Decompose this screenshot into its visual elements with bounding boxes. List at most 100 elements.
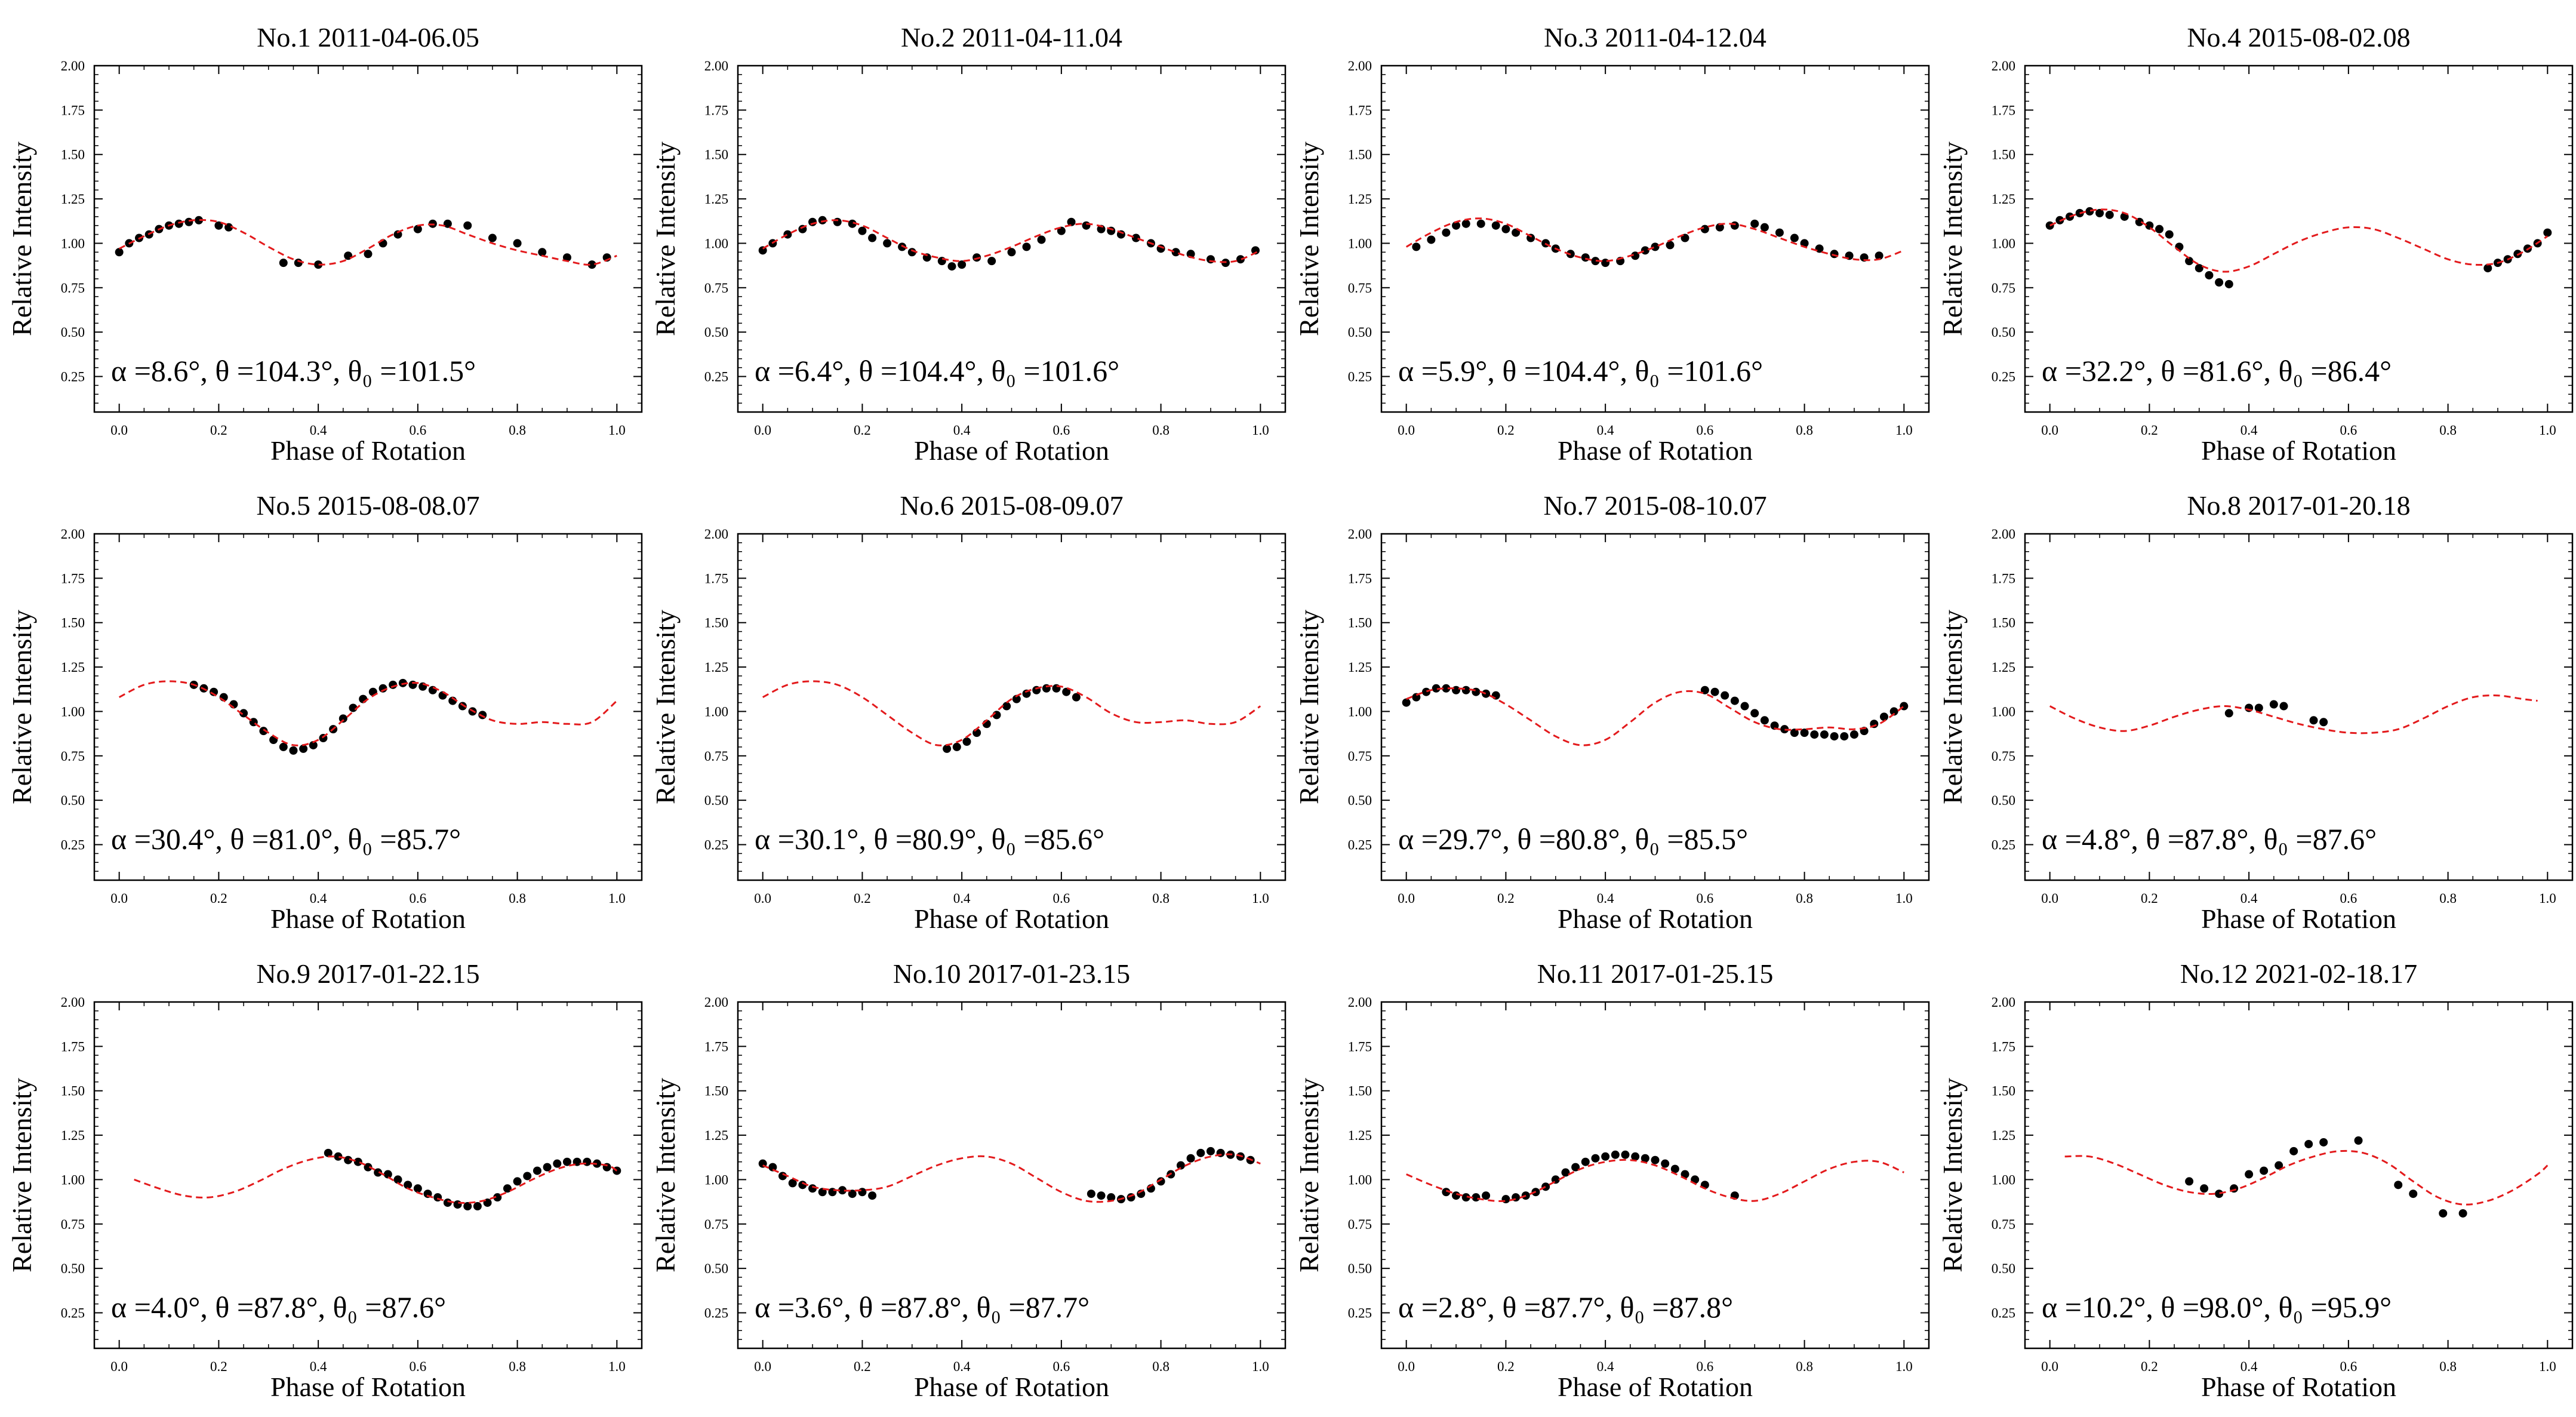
observed-point [1730,696,1739,705]
geometry-annotation: α =4.0°, θ =87.8°, θ₀ =87.6° [111,1290,446,1324]
y-tick-label: 0.50 [1348,793,1372,808]
chart-title: No.10 2017-01-23.15 [893,958,1130,989]
observed-point [2185,1177,2194,1186]
observed-point [1131,233,1140,242]
observed-point [1581,1157,1590,1166]
x-axis-label: Phase of Rotation [270,435,466,466]
x-tick-label: 1.0 [608,423,626,438]
y-tick-label: 0.75 [704,1217,728,1232]
observed-point [533,1166,541,1175]
y-tick-label: 1.50 [61,147,85,162]
observed-point [562,253,571,262]
x-tick-label: 0.4 [953,423,971,438]
observed-point [1452,1191,1461,1200]
observed-point [1760,223,1769,232]
x-tick-label: 0.6 [2340,891,2357,906]
y-tick-label: 0.25 [1348,1306,1372,1321]
observed-point [408,680,417,689]
observed-point [115,248,124,257]
chart-svg: No.8 2017-01-20.18 0.25 0.50 0.75 1.00 1.25 1.… [1937,490,2574,934]
x-axis-label: Phase of Rotation [914,903,1109,934]
x-tick-label: 0.6 [1052,1359,1070,1374]
x-tick-label: 0.2 [1497,1359,1515,1374]
observed-point [174,219,183,228]
x-tick-label: 0.2 [854,891,871,906]
chart-svg: No.7 2015-08-10.07 0.25 0.50 0.75 1.00 1.25 1.… [1294,490,1930,934]
x-tick-label: 0.0 [754,891,771,906]
observed-point [1097,225,1106,233]
y-axis-label: Relative Intensity [7,1078,37,1272]
observed-point [1740,702,1749,711]
chart-title: No.7 2015-08-10.07 [1543,490,1766,521]
y-axis-label: Relative Intensity [7,610,37,804]
chart-panel: No.2 2011-04-11.04 0.25 0.50 0.75 1.00 1.25 1.… [650,0,1299,472]
x-tick-label: 1.0 [1895,891,1913,906]
x-tick-label: 0.0 [754,423,771,438]
observed-point [1461,686,1470,694]
observed-point [314,260,323,269]
observed-point [543,1163,552,1172]
observed-point [1037,235,1046,244]
x-axis-label: Phase of Rotation [2201,435,2396,466]
x-tick-label: 1.0 [2539,423,2556,438]
y-tick-label: 0.50 [1348,1261,1372,1276]
y-tick-label: 1.75 [1992,571,2015,586]
x-tick-label: 0.2 [210,1359,227,1374]
observed-point [2439,1209,2448,1218]
chart-svg: No.3 2011-04-12.04 0.25 0.50 0.75 1.00 1.25 1.… [1294,22,1930,466]
observed-point [1790,729,1799,737]
x-tick-label: 0.8 [1152,423,1169,438]
y-axis-label: Relative Intensity [1294,1078,1324,1272]
observed-point [2200,1184,2209,1193]
observed-point [962,737,971,746]
x-tick-label: 0.4 [310,1359,327,1374]
y-tick-label: 0.25 [61,370,85,385]
observed-point [1561,1168,1570,1177]
observed-point [1770,721,1779,730]
y-tick-label: 0.25 [704,370,728,385]
chart-panel: No.7 2015-08-10.07 0.25 0.50 0.75 1.00 1.25 1.… [1294,468,1943,940]
y-tick-label: 0.50 [704,1261,728,1276]
y-tick-label: 0.25 [1348,370,1372,385]
x-tick-label: 0.8 [1796,891,1813,906]
y-tick-label: 1.75 [61,1039,85,1054]
observed-point [1641,1154,1649,1163]
y-axis-label: Relative Intensity [650,610,681,804]
observed-point [2105,210,2114,219]
y-tick-label: 2.00 [704,527,728,542]
x-tick-label: 0.4 [310,891,327,906]
y-tick-label: 1.75 [704,571,728,586]
observed-point [1501,1195,1510,1204]
observed-point [1461,1193,1470,1202]
observed-point [503,1184,512,1193]
geometry-annotation: α =32.2°, θ =81.6°, θ₀ =86.4° [2042,354,2392,388]
observed-point [2185,257,2194,266]
y-tick-label: 1.00 [61,704,85,719]
observed-point [1601,259,1610,268]
y-tick-label: 1.50 [1348,1084,1372,1099]
geometry-annotation: α =30.1°, θ =80.9°, θ₀ =85.6° [755,822,1104,856]
observed-point [1601,1152,1610,1161]
observed-point [2215,1189,2224,1198]
y-tick-label: 1.50 [61,616,85,631]
y-tick-label: 2.00 [704,59,728,73]
observed-point [2304,1139,2313,1148]
y-tick-label: 0.25 [1992,1306,2015,1321]
observed-point [1156,1177,1165,1186]
observed-point [1491,221,1500,230]
x-tick-label: 0.6 [1052,891,1070,906]
y-tick-label: 0.75 [704,749,728,764]
x-tick-label: 0.4 [1597,423,1614,438]
model-curve [762,219,1261,263]
x-tick-label: 1.0 [1252,891,1269,906]
observed-point [838,1186,847,1195]
observed-point [1097,1191,1106,1200]
observed-point [1681,1170,1689,1179]
observed-point [1721,691,1729,700]
observed-point [2205,271,2214,279]
model-curve [2064,1149,2549,1206]
y-tick-label: 1.00 [1348,704,1372,719]
chart-title: No.1 2011-04-06.05 [257,22,479,53]
x-tick-label: 0.0 [2041,1359,2058,1374]
y-tick-label: 1.75 [1992,1039,2015,1054]
